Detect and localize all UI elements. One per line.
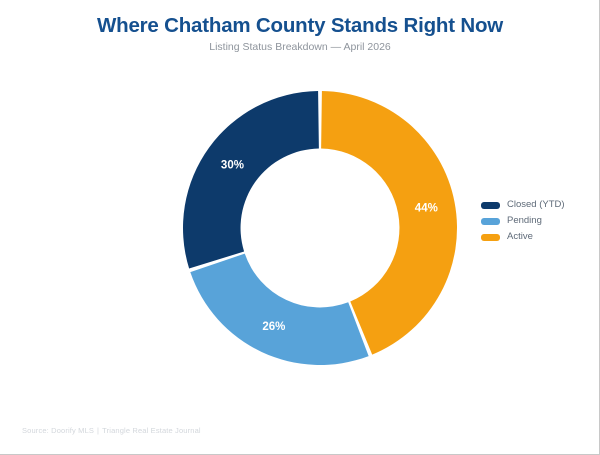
legend-item[interactable]: Active <box>481 229 596 245</box>
donut-chart: 44% 26% 30% <box>172 80 468 376</box>
donut-chart-svg: 44% 26% 30% <box>183 91 457 365</box>
chart-subtitle: Listing Status Breakdown — April 2026 <box>209 40 391 53</box>
legend-swatch-icon <box>481 201 500 209</box>
legend-swatch-icon <box>481 233 500 241</box>
legend-item[interactable]: Pending <box>481 213 596 229</box>
legend-swatch-icon <box>481 217 500 225</box>
legend-item-label: Pending <box>507 215 542 227</box>
donut-slice[interactable] <box>190 253 369 365</box>
footer-source: Source: Doorify MLS | Triangle Real Estate… <box>22 426 201 435</box>
footer-publication: Triangle Real Estate Journal <box>102 426 201 435</box>
donut-slice-group <box>183 91 457 365</box>
legend-item-label: Closed (YTD) <box>507 199 565 211</box>
legend-item-label: Active <box>507 231 533 243</box>
footer-separator: | <box>97 426 100 435</box>
donut-slice[interactable] <box>183 91 319 269</box>
donut-slice-label: 44% <box>415 203 438 215</box>
page-title: Where Chatham County Stands Right Now <box>96 14 504 37</box>
legend-item[interactable]: Closed (YTD) <box>481 197 596 213</box>
footer-source-label: Source: Doorify MLS <box>22 426 95 435</box>
donut-slice[interactable] <box>321 91 457 355</box>
donut-slice-label: 30% <box>221 159 244 171</box>
title-block: Where Chatham County Stands Right Now Li… <box>0 14 600 53</box>
donut-slice-label: 26% <box>262 321 285 333</box>
chart-legend: Closed (YTD) Pending Active <box>481 197 596 245</box>
donut-slice-label-group: 44% 26% 30% <box>221 159 438 333</box>
